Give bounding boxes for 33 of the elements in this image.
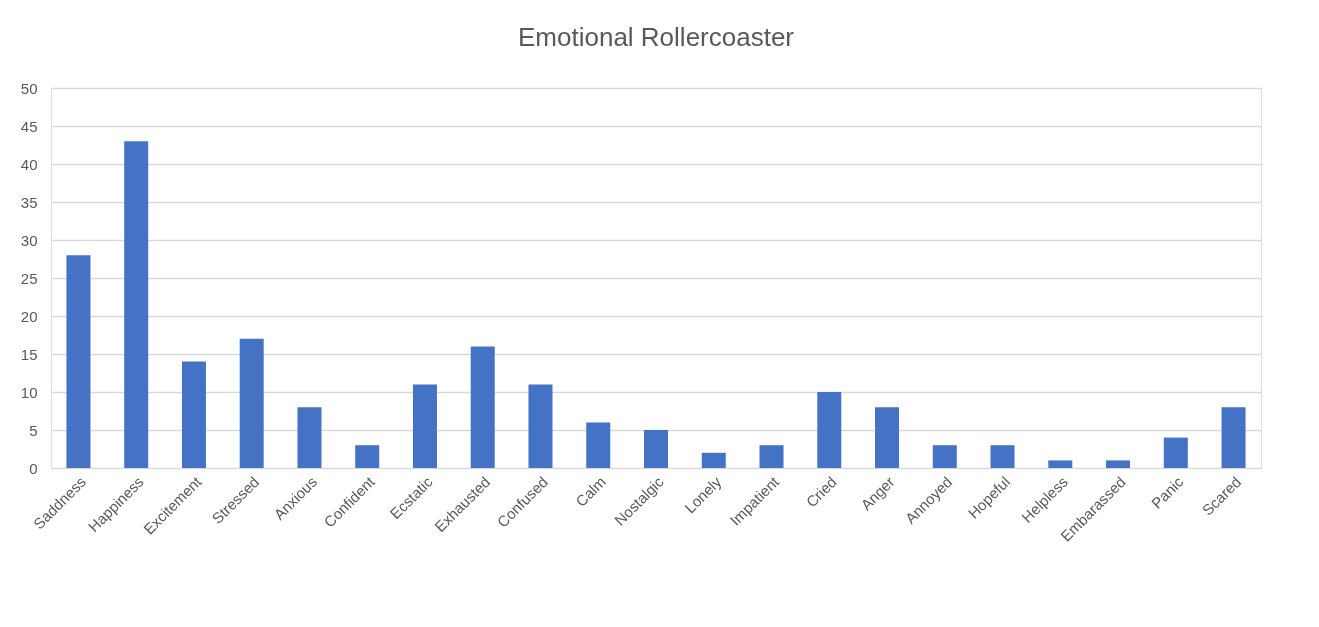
bar	[701, 452, 726, 468]
y-tick-label: 30	[20, 231, 38, 249]
y-tick-label: 20	[20, 307, 38, 325]
bar	[932, 445, 957, 468]
y-tick-label: 0	[29, 459, 38, 477]
y-tick-label: 35	[20, 193, 38, 211]
chart-title: Emotional Rollercoaster	[517, 22, 795, 52]
bar	[470, 346, 495, 468]
bar	[124, 141, 149, 468]
bar	[1163, 437, 1188, 468]
y-tick-label: 10	[20, 383, 38, 401]
bar	[528, 384, 553, 468]
y-tick-label: 40	[20, 155, 38, 173]
bar	[875, 407, 900, 468]
bar	[1048, 460, 1073, 468]
bar	[759, 445, 784, 468]
bar	[990, 445, 1015, 468]
bar	[181, 361, 206, 468]
bar	[355, 445, 380, 468]
y-tick-label: 5	[29, 421, 38, 439]
y-tick-label: 25	[20, 269, 38, 287]
y-tick-label: 45	[20, 117, 38, 135]
bar	[239, 338, 264, 468]
y-tick-label: 15	[20, 345, 38, 363]
bar	[412, 384, 437, 468]
bar	[644, 430, 668, 468]
y-tick-label: 50	[20, 79, 38, 97]
bar	[817, 392, 842, 468]
bar	[586, 422, 611, 468]
bar	[66, 255, 91, 468]
bar	[1221, 407, 1246, 468]
bar	[1106, 460, 1131, 468]
bar	[297, 407, 322, 468]
